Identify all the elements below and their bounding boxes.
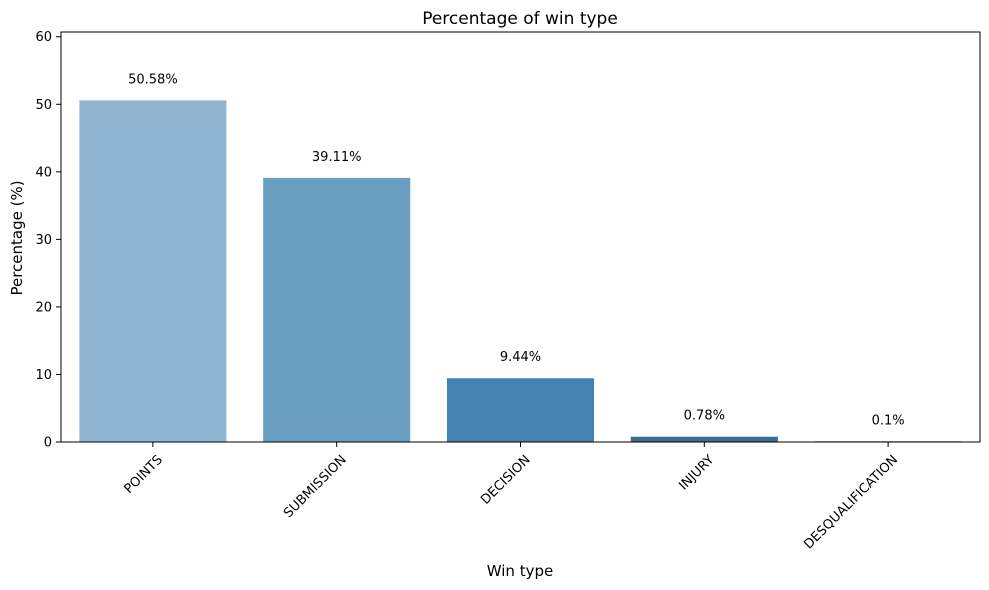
y-tick-label: 0	[44, 436, 52, 451]
data-label-submission: 39.11%	[312, 150, 362, 165]
y-tick-label: 60	[35, 30, 52, 45]
x-tick-label-submission: SUBMISSION	[281, 452, 350, 521]
plot-area: 50.58% 39.11% 9.44% 0.78% 0.1% 0 10 20 30 40 50 60 P…	[35, 30, 981, 552]
y-tick-label: 20	[35, 300, 52, 315]
x-tick-label-decision: DECISION	[478, 452, 533, 507]
data-label-desqualification: 0.1%	[872, 413, 905, 428]
x-tick-label-points: POINTS	[122, 452, 166, 496]
axes-frame	[60, 31, 981, 443]
y-axis-label: Percentage (%)	[8, 180, 26, 295]
chart-title: Percentage of win type	[422, 9, 618, 29]
x-tick-label-desqualification: DESQUALIFICATION	[801, 452, 901, 552]
y-tick-label: 30	[35, 233, 52, 248]
data-label-points: 50.58%	[128, 72, 178, 87]
data-label-injury: 0.78%	[684, 409, 725, 424]
bar-points	[79, 100, 227, 443]
y-tick-label: 10	[35, 368, 52, 383]
bar-injury	[630, 436, 778, 442]
bar-submission	[263, 177, 411, 442]
y-tick-label: 40	[35, 165, 52, 180]
data-label-decision: 9.44%	[500, 350, 541, 365]
x-tick-label-injury: INJURY	[676, 452, 717, 493]
x-axis-label: Win type	[487, 562, 553, 580]
bar-decision	[446, 378, 595, 442]
y-tick-label: 50	[35, 98, 52, 113]
